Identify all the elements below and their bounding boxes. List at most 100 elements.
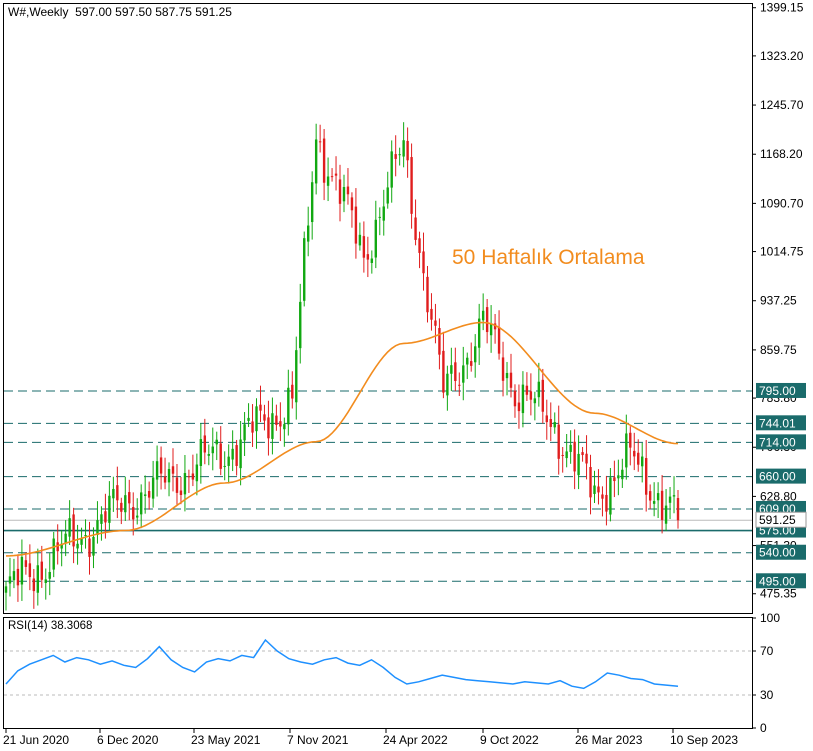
candle-body [644,458,648,495]
candle-body [664,505,668,524]
candle-body [462,365,465,383]
candle-body [549,419,552,427]
candle-body [529,391,533,400]
candle-body [100,514,103,524]
candle-body [251,421,254,433]
rsi-tick-label: 30 [760,688,774,702]
candle-body [104,511,107,523]
candle-body [279,421,282,427]
candle-body [660,490,664,520]
ma-annotation: 50 Haftalık Ortalama [452,246,645,269]
candle-body [517,402,521,412]
candle-body [80,538,83,545]
level-label: 660.00 [759,470,796,484]
candle-body [219,443,222,469]
candle-body [386,187,389,204]
ohlc-label: 597.00 597.50 587.75 591.25 [75,5,232,19]
time-axis: 21 Jun 2020 6 Dec 2020 23 May 2021 7 Nov 20… [3,728,738,747]
candle-body [434,320,437,326]
candle-body [303,238,306,301]
rsi-title: RSI(14) 38.3068 [8,620,93,632]
candle-body [533,398,537,404]
candle-body [446,373,449,396]
candle-body [199,439,203,466]
candle-body [287,387,290,425]
candle-body [553,422,556,428]
candle-body [191,473,195,480]
candle-body [390,151,393,188]
candle-body [422,251,425,274]
candle-body [362,236,366,258]
candle-body [426,276,429,313]
candle-body [56,542,59,552]
candle-body [215,439,218,445]
level-label-box [756,573,806,589]
candle-body [263,414,266,421]
candle-body [541,379,545,412]
candle-body [621,469,624,480]
candle-body [672,495,676,497]
candle-body [223,465,226,467]
candle-body [44,579,47,583]
candle-body [561,455,564,457]
candle-body [36,565,40,593]
candle-body [48,571,51,579]
candle-body [577,453,580,476]
rsi-tick-label: 0 [760,721,767,735]
level-label-box [756,468,806,484]
candle-body [648,491,652,501]
candle-body [171,466,175,474]
candle-body [593,485,596,494]
level-label: 714.00 [759,435,796,449]
level-label: 795.00 [759,384,796,398]
level-label: 540.00 [759,546,796,560]
candle-body [545,415,548,423]
candle-body [414,217,417,240]
candle-body [378,216,381,218]
candle-body [116,485,119,501]
candle-body [605,494,608,512]
chart-header: W#,Weekly 597.00 597.50 587.75 591.25 [8,5,232,19]
candle-body [442,350,445,393]
time-tick-label: 24 Apr 2022 [383,733,448,747]
price-tick-label: 1168.20 [760,147,803,161]
candlestick-series [4,122,680,611]
rsi-tick-label: 70 [760,644,774,658]
candle-body [68,518,71,537]
time-tick-label: 7 Nov 2021 [287,733,349,747]
candle-body [247,417,250,421]
candle-body [211,446,214,454]
candle-body [668,496,672,503]
candle-body [40,561,43,580]
moving-average-line [5,321,679,557]
candle-body [581,452,584,456]
candle-body [132,507,135,520]
candle-body [358,234,362,246]
candle-body [505,372,509,379]
candle-body [231,448,234,460]
candle-body [124,495,127,513]
candle-body [159,457,163,474]
candle-body [350,197,354,211]
level-label-box [756,382,806,398]
rsi-axis: 100 70 30 0 [752,611,780,735]
candle-body [60,543,63,549]
candle-body [601,494,604,499]
level-label: 495.00 [759,574,796,588]
candle-body [501,357,505,381]
candle-body [24,560,28,567]
price-tick-label: 628.80 [760,489,797,503]
candle-body [585,453,588,464]
candle-body [652,501,656,504]
candle-body [175,477,179,493]
candle-body [370,258,374,263]
price-tick-label: 1323.20 [760,49,804,63]
time-tick-label: 6 Dec 2020 [97,733,159,747]
candle-body [239,439,242,469]
candle-body [354,206,358,244]
candle-body [307,225,310,242]
level-label: 744.01 [759,416,796,430]
candle-body [573,441,576,472]
rsi-guides [4,650,752,696]
